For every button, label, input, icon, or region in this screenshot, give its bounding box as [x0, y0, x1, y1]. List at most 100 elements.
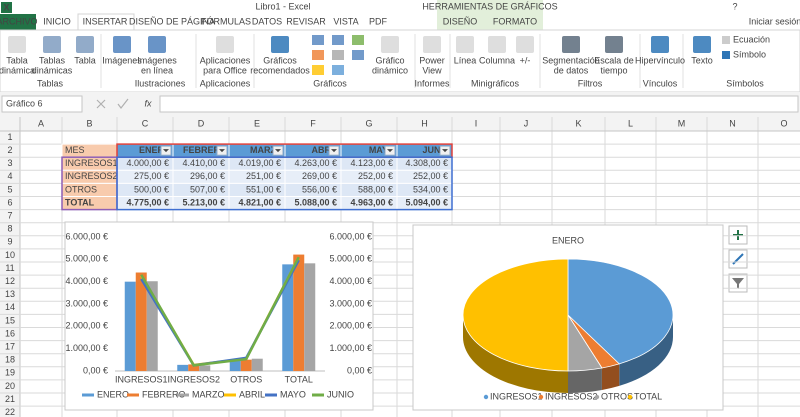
ribbon-tab[interactable]: DISEÑO DE PÁGINA	[129, 16, 215, 26]
name-box[interactable]	[1, 95, 83, 113]
column-header[interactable]: A	[38, 118, 44, 128]
ribbon-tab[interactable]: DISEÑO	[443, 16, 478, 26]
chart-type-icon[interactable]	[352, 50, 364, 60]
ribbon-button-label[interactable]: dinámica	[0, 65, 35, 75]
row-header[interactable]: 16	[5, 328, 15, 338]
column-header[interactable]: D	[198, 118, 205, 128]
row-header[interactable]: 5	[7, 184, 12, 194]
ribbon-tab[interactable]: INICIO	[43, 16, 71, 26]
ribbon-tab[interactable]: DATOS	[252, 16, 282, 26]
chart-type-icon[interactable]	[352, 35, 364, 45]
row-header[interactable]: 2	[7, 145, 12, 155]
row-header[interactable]: 20	[5, 381, 15, 391]
y2-tick-label: 1.000,00 €	[329, 343, 372, 353]
chart-type-icon[interactable]	[312, 35, 324, 45]
ribbon-button-label[interactable]: Imágenes	[137, 55, 177, 65]
ribbon-button-label[interactable]: de datos	[554, 65, 589, 75]
column-header[interactable]: L	[628, 118, 633, 128]
ribbon-button-label[interactable]: Imágenes	[102, 55, 142, 65]
ribbon-button-label[interactable]: View	[422, 65, 442, 75]
cell-value: 507,00 €	[190, 184, 225, 194]
fx-button[interactable]: fx	[144, 98, 152, 108]
row-header[interactable]: 1	[7, 132, 12, 142]
column-header[interactable]: E	[254, 118, 260, 128]
ribbon-button-label[interactable]: Texto	[691, 55, 713, 65]
row-header[interactable]: 22	[5, 407, 15, 417]
cancel-icon[interactable]	[96, 99, 106, 109]
column-header[interactable]: N	[729, 118, 736, 128]
column-header[interactable]: M	[678, 118, 686, 128]
ribbon-tab[interactable]: ARCHIVO	[0, 16, 38, 26]
row-header[interactable]: 14	[5, 302, 15, 312]
column-header[interactable]: C	[142, 118, 149, 128]
ribbon-button-label[interactable]: recomendados	[250, 65, 310, 75]
column-header[interactable]: J	[524, 118, 529, 128]
row-header[interactable]: 12	[5, 276, 15, 286]
enter-icon[interactable]	[117, 98, 129, 109]
row-header[interactable]: 17	[5, 342, 15, 352]
column-header[interactable]: G	[365, 118, 372, 128]
chart-type-icon[interactable]	[312, 50, 324, 60]
ribbon-button-label[interactable]: dinámico	[372, 65, 408, 75]
ribbon-button-label[interactable]: Gráfico	[375, 55, 404, 65]
app-icon-bg	[1, 2, 12, 13]
ribbon-button-label[interactable]: Aplicaciones	[200, 55, 251, 65]
column-header[interactable]: B	[86, 118, 92, 128]
ribbon-button-label[interactable]: Escala de	[594, 55, 634, 65]
row-header[interactable]: 19	[5, 368, 15, 378]
group-label: Ilustraciones	[135, 78, 186, 88]
row-header[interactable]: 9	[7, 237, 12, 247]
chart-type-icon[interactable]	[332, 65, 344, 75]
row-header[interactable]: 4	[7, 171, 12, 181]
ribbon-button-label[interactable]: tiempo	[600, 65, 627, 75]
ribbon-button-label[interactable]: Símbolo	[733, 49, 766, 59]
row-header[interactable]: 18	[5, 355, 15, 365]
ribbon-tab[interactable]: VISTA	[333, 16, 358, 26]
ribbon-button-label[interactable]: Hipervínculo	[635, 55, 685, 65]
file-tab-bg[interactable]	[0, 14, 36, 30]
row-label: OTROS	[65, 184, 97, 194]
row-header[interactable]: 11	[5, 263, 14, 273]
table-header: ENERO	[139, 145, 171, 155]
column-header[interactable]: I	[475, 118, 478, 128]
ribbon-button-label[interactable]: +/-	[520, 55, 531, 65]
ribbon-button-label[interactable]: para Office	[203, 65, 247, 75]
ribbon-button-label[interactable]: Power	[419, 55, 445, 65]
row-header[interactable]: 15	[5, 315, 15, 325]
row-header[interactable]: 6	[7, 197, 12, 207]
ribbon-button-label[interactable]: Segmentación	[542, 55, 600, 65]
help-button[interactable]: ?	[732, 1, 737, 11]
ribbon-button-label[interactable]: en línea	[141, 65, 173, 75]
chart-type-icon[interactable]	[312, 65, 324, 75]
ribbon-button-label[interactable]: Columna	[479, 55, 515, 65]
row-header[interactable]: 10	[5, 250, 15, 260]
ribbon-button-label[interactable]: Tabla	[6, 55, 28, 65]
name-box-text: Gráfico 6	[6, 98, 43, 108]
ribbon-tab[interactable]: FORMATO	[493, 16, 537, 26]
formula-input[interactable]	[159, 95, 799, 113]
row-header[interactable]: 3	[7, 158, 12, 168]
ribbon-tab[interactable]: INSERTAR	[83, 16, 128, 26]
column-header[interactable]: F	[310, 118, 316, 128]
column-header[interactable]: O	[780, 118, 787, 128]
ribbon-button-label[interactable]: Tabla	[74, 55, 96, 65]
chart-type-icon[interactable]	[332, 35, 344, 45]
sign-in[interactable]: Iniciar sesión	[749, 16, 800, 26]
ribbon-tab[interactable]: FÓRMULAS	[201, 16, 251, 26]
ribbon-tab[interactable]: REVISAR	[286, 16, 326, 26]
column-header[interactable]: H	[421, 118, 428, 128]
ribbon-tab[interactable]: PDF	[369, 16, 388, 26]
ribbon-button-label[interactable]: Línea	[454, 55, 477, 65]
row-header[interactable]: 21	[5, 394, 15, 404]
button-icon	[605, 36, 623, 53]
ribbon-button-label[interactable]: Gráficos	[263, 55, 297, 65]
row-header[interactable]: 8	[7, 224, 12, 234]
column-header[interactable]: K	[575, 118, 581, 128]
row-header[interactable]: 13	[5, 289, 15, 299]
row-header[interactable]: 7	[7, 211, 12, 221]
chart-type-icon[interactable]	[332, 50, 344, 60]
chart-area[interactable]	[64, 221, 374, 411]
ribbon-button-label[interactable]: Tablas	[39, 55, 66, 65]
ribbon-button-label[interactable]: Ecuación	[733, 34, 770, 44]
ribbon-button-label[interactable]: dinámicas	[32, 65, 73, 75]
